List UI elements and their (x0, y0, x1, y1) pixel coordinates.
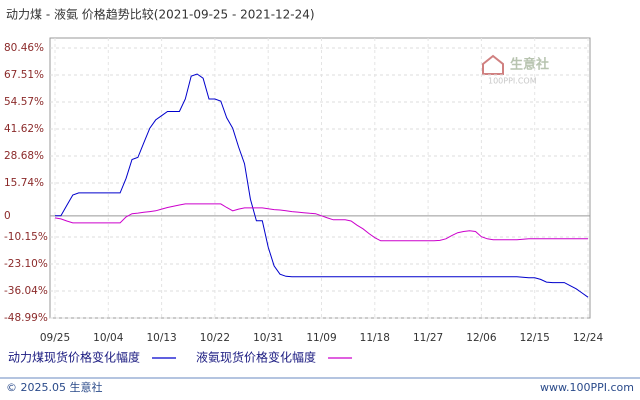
x-tick-label: 10/31 (253, 332, 283, 344)
y-tick-label: 67.51% (4, 69, 44, 81)
x-tick-label: 10/13 (146, 332, 176, 344)
watermark-sub: 100PPI.COM (488, 77, 537, 86)
x-tick-label: 11/27 (413, 332, 443, 344)
y-tick-label: -10.15% (4, 231, 48, 243)
y-tick-label: -23.10% (4, 258, 48, 270)
y-tick-label: 41.62% (4, 123, 44, 135)
x-tick-label: 10/04 (93, 332, 124, 344)
chart-title: 动力煤 - 液氨 价格趋势比较(2021-09-25 - 2021-12-24) (6, 7, 315, 22)
legend-label: 动力煤现货价格变化幅度 (8, 350, 140, 365)
y-tick-label: -36.04% (4, 285, 48, 297)
x-tick-label: 11/18 (360, 332, 390, 344)
y-tick-label: 54.57% (4, 96, 44, 108)
y-tick-label: -48.99% (4, 312, 48, 324)
x-tick-label: 10/22 (200, 332, 230, 344)
x-tick-label: 12/06 (466, 332, 497, 344)
watermark-logo (482, 54, 504, 75)
x-tick-label: 09/25 (40, 332, 70, 344)
x-tick-label: 12/24 (573, 332, 604, 344)
watermark: 生意社 100PPI.COM (482, 54, 549, 86)
y-tick-label: 15.74% (4, 177, 44, 189)
y-tick-label: 28.68% (4, 150, 44, 162)
footer-left: © 2025.05 生意社 (6, 380, 102, 394)
series-line (55, 73, 589, 298)
y-tick-label: 80.46% (4, 42, 44, 54)
legend-label: 液氨现货价格变化幅度 (196, 350, 316, 365)
series-line (54, 203, 588, 242)
y-tick-label: 0 (4, 210, 11, 222)
x-tick-label: 12/15 (520, 332, 550, 344)
footer-right: www.100PPI.com (540, 381, 634, 394)
x-tick-label: 11/09 (306, 332, 336, 344)
watermark-text: 生意社 (510, 57, 549, 73)
